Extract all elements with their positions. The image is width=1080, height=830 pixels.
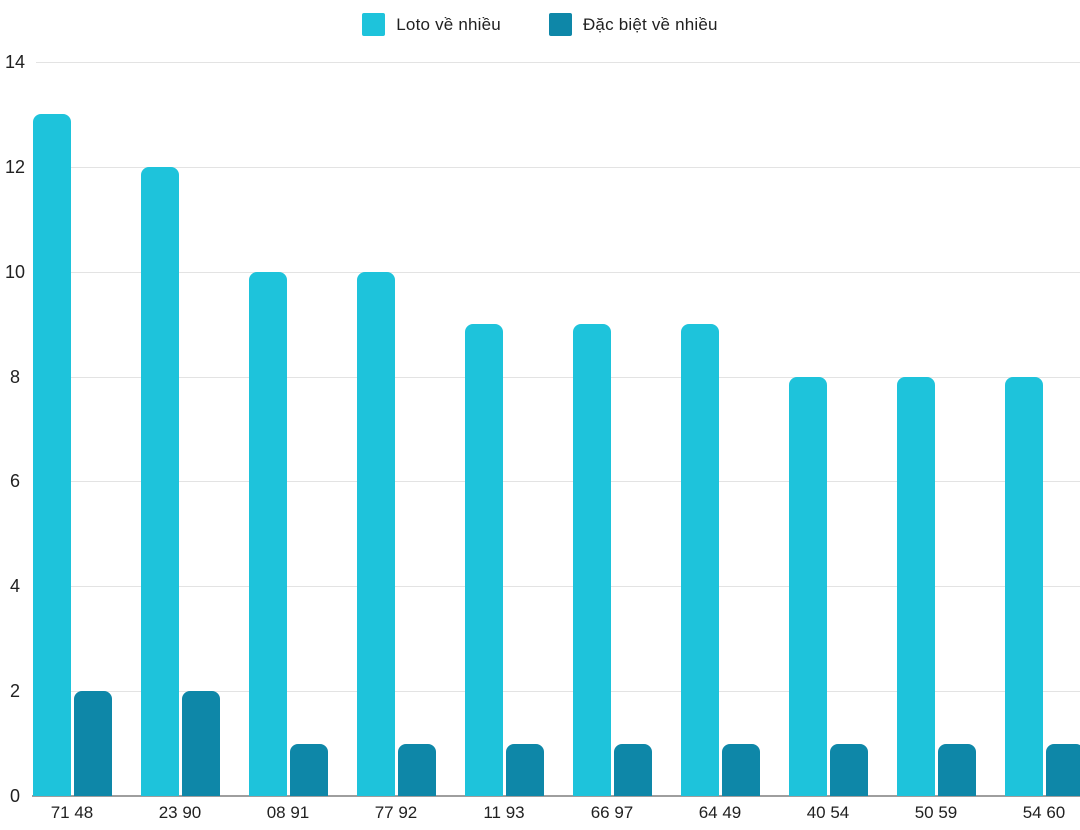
y-axis-tick-12: 12 [4,157,26,177]
legend-swatch-loto [362,13,386,36]
x-axis-label-71-48: 71 48 [50,803,94,822]
bar-loto-40-54[interactable] [789,377,827,796]
legend-label-loto: Loto về nhiều [396,14,501,34]
x-axis-label-77-92: 77 92 [374,803,418,822]
bar-dac-biet-08-91[interactable] [290,744,328,796]
x-axis-label-23-90: 23 90 [158,803,202,822]
bar-dac-biet-64-49[interactable] [722,744,760,796]
y-axis-tick-14: 14 [4,52,26,72]
gridline-y10 [36,272,1080,273]
bar-loto-77-92[interactable] [357,272,395,796]
y-axis-tick-8: 8 [9,367,20,387]
y-axis-tick-2: 2 [9,681,20,701]
y-axis-tick-4: 4 [9,576,20,596]
bar-loto-66-97[interactable] [573,324,611,796]
bar-dac-biet-40-54[interactable] [830,744,868,796]
x-axis-label-08-91: 08 91 [266,803,310,822]
x-axis-label-54-60: 54 60 [1022,803,1066,822]
bar-loto-54-60[interactable] [1005,377,1043,796]
y-axis-tick-0: 0 [9,786,20,806]
bar-loto-50-59[interactable] [897,377,935,796]
bar-loto-64-49[interactable] [681,324,719,796]
bar-dac-biet-66-97[interactable] [614,744,652,796]
chart-legend: Loto về nhiều Đặc biệt về nhiều [0,13,1080,36]
y-axis-tick-10: 10 [4,262,26,282]
y-axis-tick-6: 6 [9,471,20,491]
bar-dac-biet-77-92[interactable] [398,744,436,796]
x-axis-label-11-93: 11 93 [483,803,525,822]
gridline-y4 [36,586,1080,587]
x-axis-label-64-49: 64 49 [698,803,742,822]
bar-loto-11-93[interactable] [465,324,503,796]
legend-item-dac-biet[interactable]: Đặc biệt về nhiều [548,13,718,36]
legend-label-dac-biet: Đặc biệt về nhiều [582,14,718,34]
legend-swatch-dac-biet [548,13,572,36]
gridline-y14 [36,62,1080,63]
x-axis-label-66-97: 66 97 [590,803,634,822]
gridline-y2 [36,691,1080,692]
gridline-y6 [36,481,1080,482]
bar-dac-biet-23-90[interactable] [182,691,220,796]
gridline-y8 [36,377,1080,378]
bar-loto-23-90[interactable] [141,167,179,796]
bar-dac-biet-50-59[interactable] [938,744,976,796]
bar-loto-08-91[interactable] [249,272,287,796]
bar-dac-biet-54-60[interactable] [1046,744,1080,796]
x-axis-baseline [32,795,1080,797]
bar-loto-71-48[interactable] [33,114,71,796]
x-axis-label-40-54: 40 54 [806,803,850,822]
bar-dac-biet-11-93[interactable] [506,744,544,796]
x-axis-label-50-59: 50 59 [914,803,958,822]
legend-item-loto[interactable]: Loto về nhiều [362,13,501,36]
bar-dac-biet-71-48[interactable] [74,691,112,796]
gridline-y12 [36,167,1080,168]
